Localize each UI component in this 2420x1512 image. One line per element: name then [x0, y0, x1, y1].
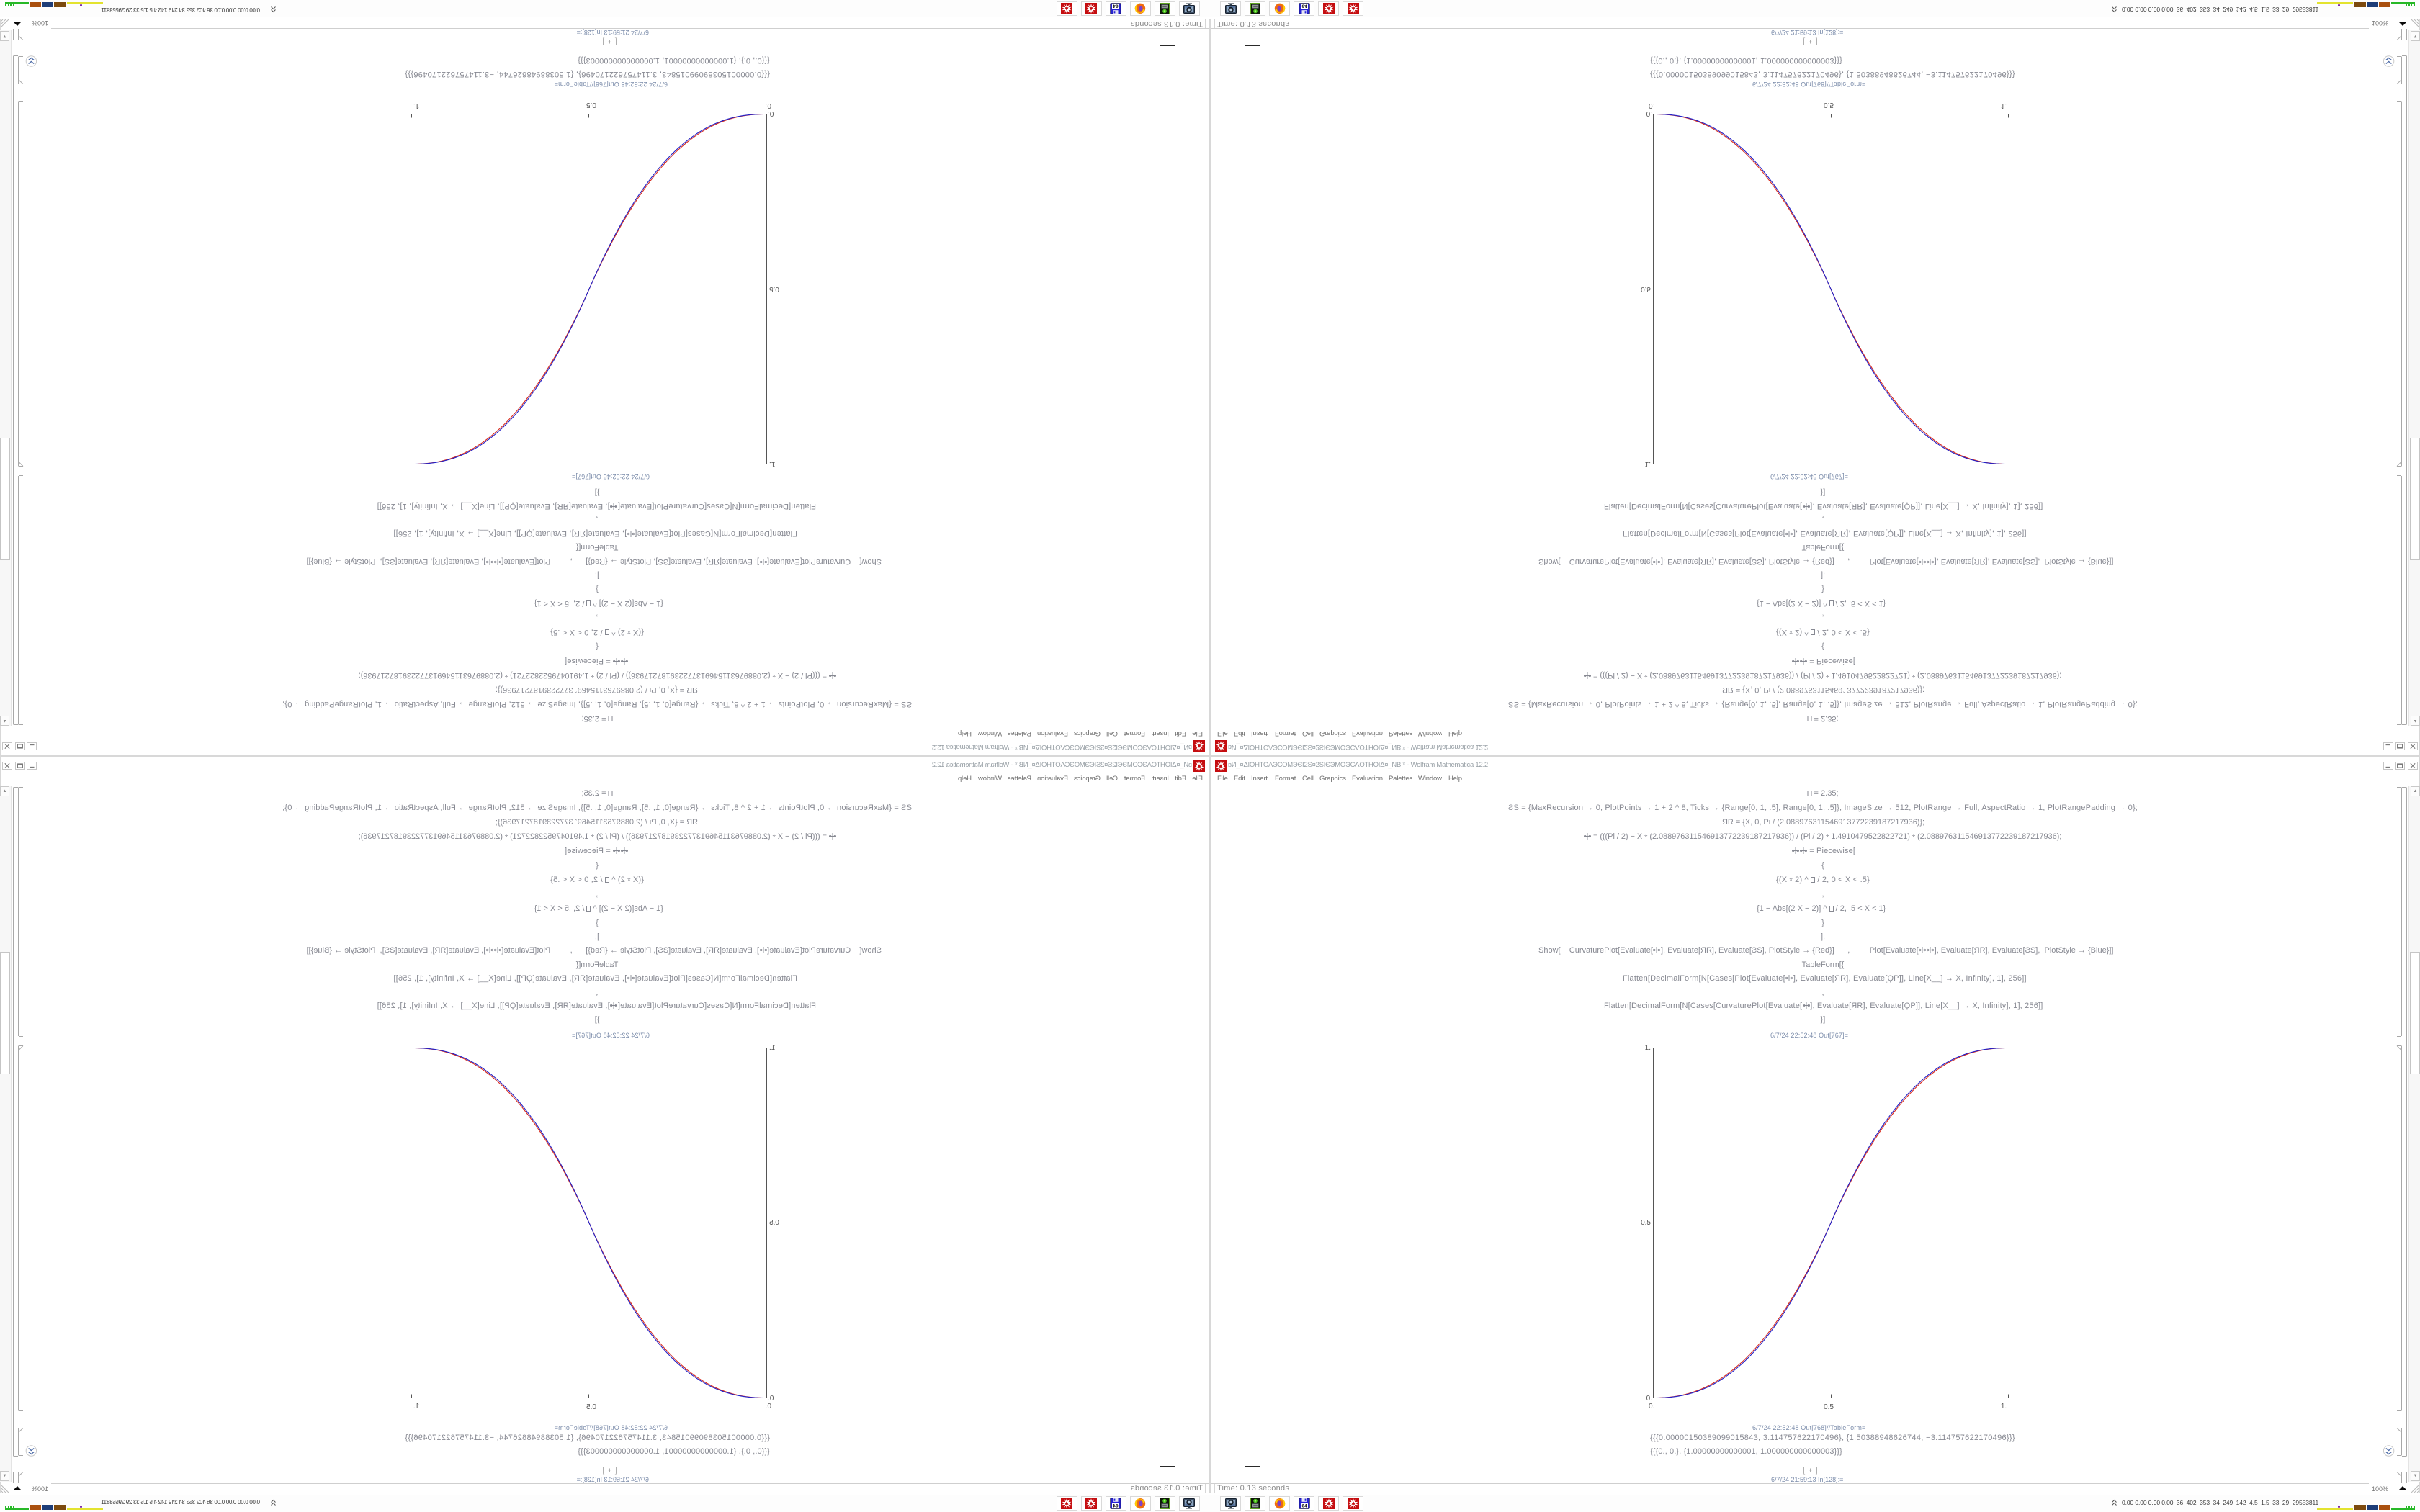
svg-text:64: 64	[1113, 1503, 1119, 1508]
svg-text:64: 64	[1113, 4, 1119, 9]
svg-text:64: 64	[1301, 1503, 1307, 1508]
svg-text:64: 64	[1301, 4, 1307, 9]
